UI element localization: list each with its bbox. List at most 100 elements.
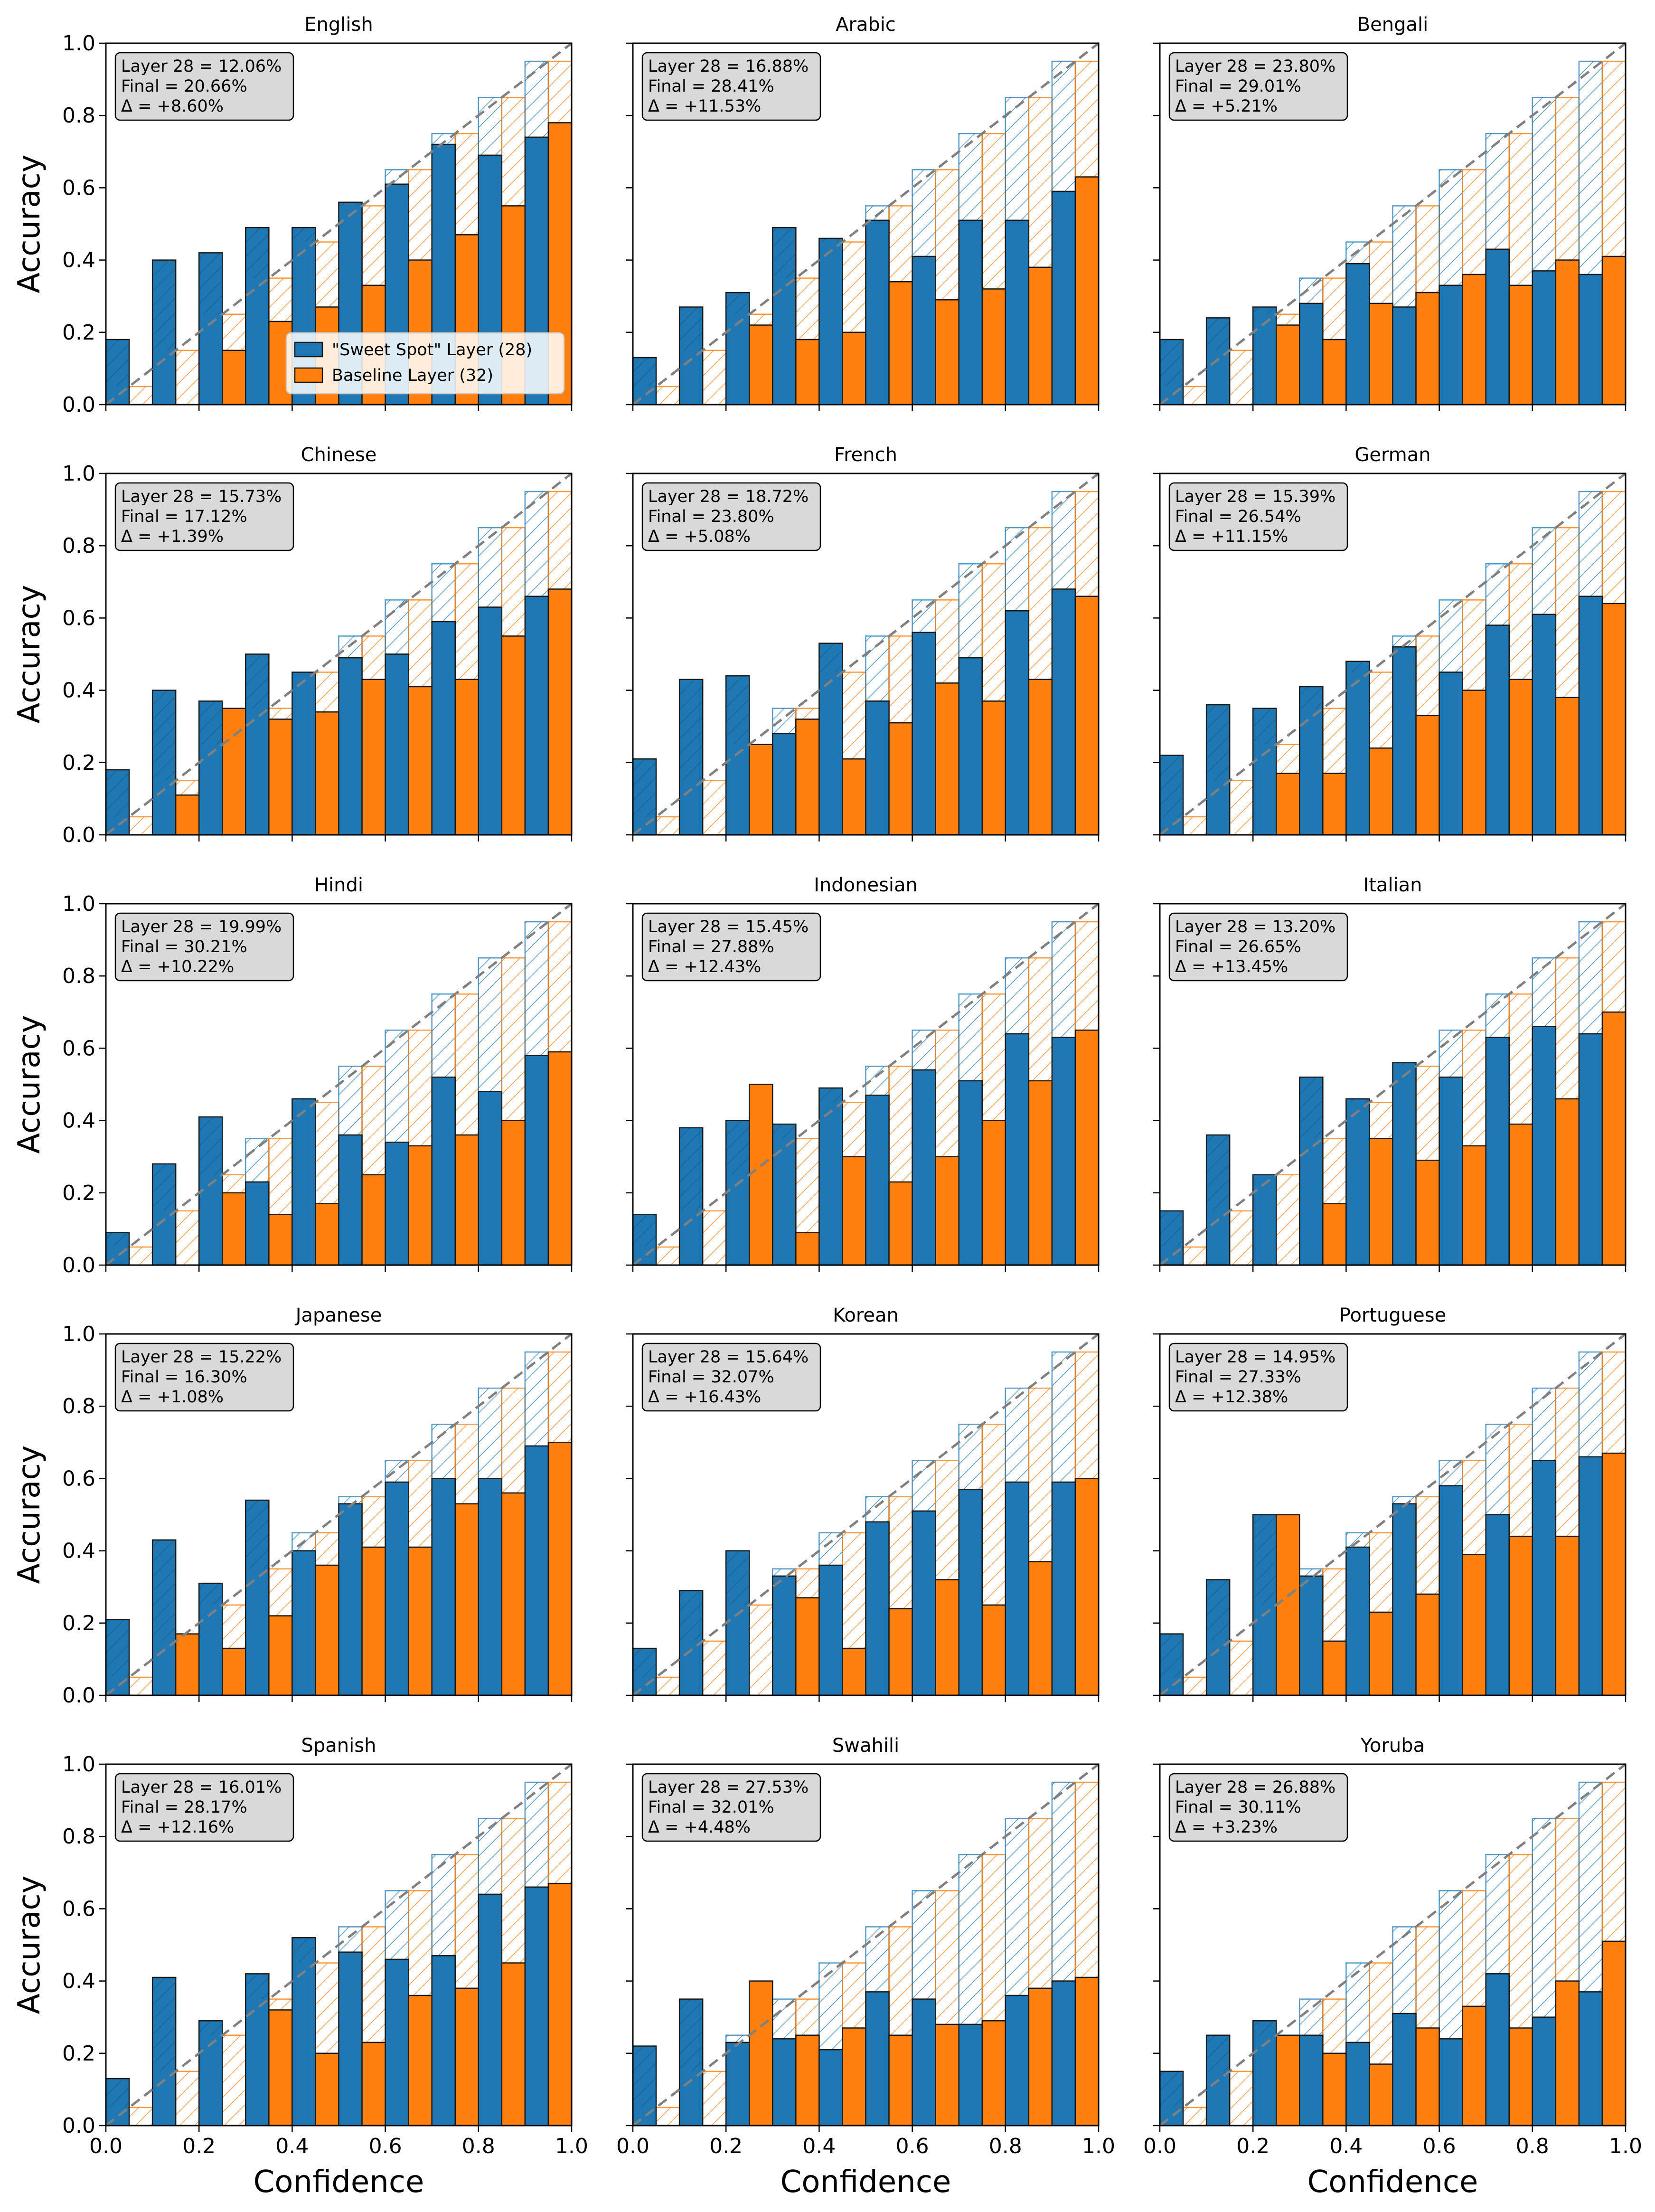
baseline-gap-bar — [888, 205, 913, 283]
baseline-bar — [268, 1214, 293, 1266]
sweet-spot-bar — [478, 1478, 503, 1696]
baseline-bar — [361, 2042, 386, 2127]
sweet-spot-bar — [1392, 1503, 1417, 1696]
annotation-line: Layer 28 = 15.64% — [648, 1348, 809, 1367]
annotation-line: Layer 28 = 26.88% — [1175, 1778, 1335, 1797]
baseline-gap-bar — [795, 708, 820, 720]
sweet-spot-bar — [1051, 1980, 1076, 2127]
baseline-bar — [454, 679, 480, 836]
baseline-bar — [1462, 2005, 1486, 2127]
baseline-bar — [1555, 1098, 1580, 1266]
sweet-spot-bar — [818, 2049, 843, 2127]
metric-annotation: Layer 28 = 15.73%Final = 17.12%Δ = +1.39… — [114, 482, 294, 551]
annotation-line: Δ = +1.08% — [121, 1388, 224, 1407]
metric-annotation: Layer 28 = 27.53%Final = 32.01%Δ = +4.48… — [641, 1773, 821, 1842]
sweet-spot-bar — [1392, 646, 1417, 836]
baseline-bar — [1028, 266, 1053, 406]
sweet-overconf-hatch — [245, 1974, 269, 1999]
baseline-gap-bar — [1229, 2070, 1254, 2127]
baseline-gap-bar — [361, 635, 386, 681]
sweet-gap-bar — [524, 491, 549, 597]
sweet-spot-bar — [431, 1478, 456, 1696]
baseline-bar — [1415, 1160, 1440, 1266]
sweet-overconf-hatch — [1206, 1579, 1230, 1641]
sweet-overconf-hatch — [106, 1232, 130, 1247]
baseline-bar — [795, 718, 820, 836]
baseline-bar — [1028, 1080, 1053, 1266]
sweet-overconf-hatch — [1206, 2035, 1230, 2071]
annotation-line: Δ = +3.23% — [1175, 1818, 1278, 1837]
sweet-gap-bar — [385, 1890, 409, 1960]
annotation-line: Layer 28 = 23.80% — [1175, 57, 1335, 76]
x-axis-label: Confidence — [254, 2165, 424, 2200]
sweet-overconf-hatch — [1206, 705, 1230, 781]
baseline-gap-bar — [1028, 957, 1053, 1082]
sweet-spot-bar — [1345, 661, 1370, 836]
baseline-gap-bar — [1182, 1676, 1207, 1696]
y-tick-label: 0.6 — [62, 1036, 95, 1060]
baseline-bar — [1074, 1478, 1100, 1696]
x-tick-label: 0.0 — [89, 2134, 122, 2158]
sweet-spot-bar — [1485, 1514, 1510, 1696]
baseline-gap-bar — [361, 1496, 386, 1548]
baseline-bar — [1276, 1514, 1300, 1696]
baseline-gap-bar — [1462, 599, 1486, 691]
baseline-gap-bar — [1074, 60, 1100, 178]
panel-english: English 0.0 0.2 0.4 0.6 0.8 1.0 Layer 28 = 12.0… — [62, 14, 573, 417]
baseline-gap-bar — [1322, 1998, 1347, 2054]
axes-frame — [1159, 42, 1627, 406]
sweet-spot-bar — [958, 2023, 983, 2127]
metric-annotation: Layer 28 = 15.64%Final = 32.07%Δ = +16.4… — [641, 1342, 821, 1412]
y-tick-label: 0.4 — [62, 679, 95, 703]
sweet-gap-bar — [1439, 599, 1463, 673]
baseline-gap-bar — [547, 491, 573, 590]
sweet-spot-bar — [1578, 1033, 1603, 1266]
baseline-gap-bar — [1555, 1387, 1580, 1537]
y-tick-label: 0.2 — [62, 2042, 95, 2066]
baseline-bar — [1462, 274, 1486, 406]
baseline-gap-bar — [842, 671, 866, 760]
baseline-gap-bar — [315, 671, 339, 713]
baseline-gap-bar — [1182, 2107, 1207, 2127]
baseline-gap-bar — [795, 1998, 820, 2036]
baseline-bar — [222, 1192, 246, 1266]
sweet-spot-bar — [1252, 306, 1277, 406]
sweet-gap-bar — [1578, 60, 1603, 275]
baseline-bar — [1462, 690, 1486, 836]
x-axis-label: Confidence — [1307, 2165, 1478, 2200]
x-tick-label: 0.6 — [896, 2134, 929, 2158]
baseline-bar — [1369, 1138, 1393, 1266]
perfect-calibration-line — [1159, 473, 1627, 836]
perfect-calibration-line — [632, 1333, 1100, 1696]
baseline-gap-bar — [1508, 1854, 1533, 2029]
panel-title: Portuguese — [1339, 1305, 1446, 1326]
baseline-bar — [981, 700, 1006, 836]
sweet-spot-bar — [1578, 596, 1603, 836]
y-axis-label: Accuracy — [12, 1445, 47, 1584]
y-axis-label: Accuracy — [12, 1875, 47, 2014]
x-tick-label: 0.8 — [1516, 2134, 1549, 2158]
x-tick-label: 0.6 — [1423, 2134, 1456, 2158]
baseline-gap-bar — [1074, 491, 1100, 597]
baseline-bar — [361, 1174, 386, 1266]
sweet-spot-bar — [1005, 610, 1030, 836]
sweet-spot-bar — [1578, 274, 1603, 406]
baseline-gap-bar — [655, 2107, 680, 2127]
sweet-gap-bar — [958, 1854, 983, 2025]
sweet-overconf-hatch — [1346, 1098, 1370, 1103]
baseline-gap-bar — [315, 1962, 339, 2054]
y-tick-label: 1.0 — [62, 462, 95, 486]
baseline-bar — [888, 1608, 913, 1696]
sweet-spot-bar — [1252, 2020, 1277, 2127]
baseline-bar — [454, 1503, 480, 1696]
metric-annotation: Layer 28 = 14.95%Final = 27.33%Δ = +12.3… — [1168, 1342, 1348, 1412]
sweet-gap-bar — [338, 1496, 363, 1504]
baseline-gap-bar — [1601, 491, 1627, 605]
sweet-spot-bar — [1485, 248, 1510, 406]
sweet-gap-bar — [1485, 133, 1510, 250]
baseline-bar — [222, 1647, 246, 1696]
sweet-spot-bar — [385, 653, 409, 836]
sweet-gap-bar — [431, 1854, 456, 1957]
baseline-bar — [1369, 747, 1393, 836]
